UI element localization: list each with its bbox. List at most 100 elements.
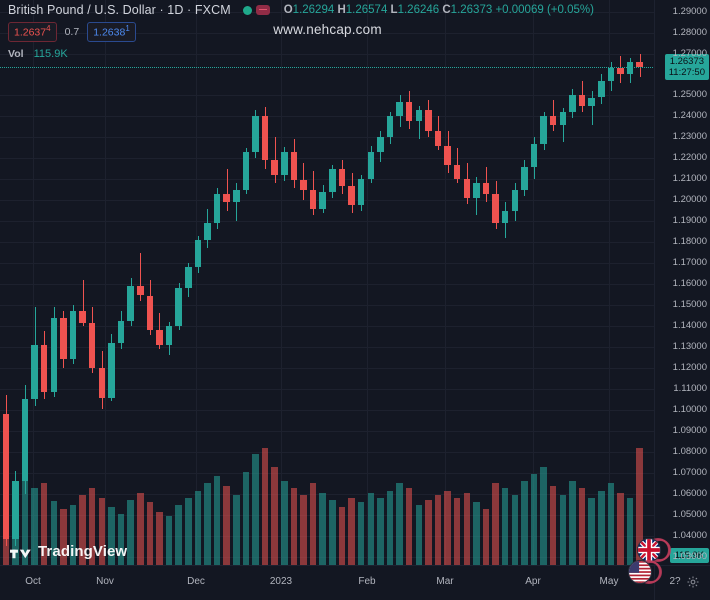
current-price-line xyxy=(0,66,655,68)
grid-line-vertical xyxy=(445,0,446,566)
volume-bar xyxy=(88,488,96,566)
volume-bar xyxy=(444,490,451,566)
grid-line-horizontal xyxy=(0,493,655,495)
gear-icon[interactable] xyxy=(686,575,700,589)
volume-tag: 115.9K xyxy=(669,548,709,563)
volume-bar xyxy=(607,483,615,566)
time-tick-label: May xyxy=(599,576,619,587)
candle-body xyxy=(50,317,57,392)
chart-canvas[interactable] xyxy=(0,0,655,566)
candle-body xyxy=(511,189,518,211)
volume-bar xyxy=(473,502,480,566)
grid-line-vertical xyxy=(367,0,368,566)
candle-body xyxy=(108,342,115,399)
price-tick-label: 1.24000 xyxy=(672,110,707,122)
grid-line-horizontal xyxy=(0,242,655,244)
candle-body xyxy=(185,267,192,289)
volume-bar xyxy=(511,495,518,566)
candle-body xyxy=(425,110,432,132)
candle-body xyxy=(309,189,317,209)
grid-line-vertical xyxy=(105,0,106,566)
volume-bar xyxy=(213,476,221,566)
candle-wick xyxy=(553,99,554,131)
grid-line-vertical xyxy=(196,0,197,566)
candle-body xyxy=(626,61,634,75)
price-tick-label: 1.18000 xyxy=(672,236,707,248)
volume-bar xyxy=(559,495,566,566)
candle-body xyxy=(377,137,384,152)
candle-wick xyxy=(140,252,141,301)
candle-body xyxy=(146,295,154,331)
volume-bar xyxy=(165,516,173,566)
price-tick-label: 1.10000 xyxy=(672,403,707,415)
tradingview-logo[interactable]: TradingView xyxy=(10,543,127,560)
candle-body xyxy=(396,101,403,117)
time-scale[interactable]: Oct Nov Dec 2023 Feb Mar Apr May 2? xyxy=(0,565,710,600)
volume-bar xyxy=(60,509,67,566)
candle-body xyxy=(598,80,605,98)
price-tick-label: 1.06000 xyxy=(672,487,707,499)
candle-body xyxy=(290,152,298,181)
grid-line-horizontal xyxy=(0,200,655,202)
volume-bar xyxy=(156,511,163,566)
volume-bar xyxy=(377,497,384,566)
candle-body xyxy=(12,481,19,539)
time-tick-label: 2023 xyxy=(269,576,293,587)
price-scale[interactable]: 1.26373 11:27:50 115.9K 1.29000 1.28000 1.… xyxy=(654,0,710,566)
candle-body xyxy=(194,240,202,268)
volume-bar xyxy=(108,507,115,566)
grid-line-horizontal xyxy=(0,11,655,13)
volume-bar xyxy=(185,497,192,566)
grid-line-horizontal xyxy=(0,367,655,369)
grid-line-horizontal xyxy=(0,388,655,390)
volume-bar xyxy=(598,490,605,566)
current-price-time: 11:27:50 xyxy=(668,66,705,78)
candle-body xyxy=(367,152,374,180)
grid-line-horizontal xyxy=(0,305,655,306)
price-tick-label: 1.03000 xyxy=(672,550,707,562)
grid-line-horizontal xyxy=(0,263,655,265)
uk-flag-badge[interactable] xyxy=(637,538,671,562)
current-price-tag[interactable]: 1.26373 11:27:50 xyxy=(664,53,709,80)
tradingview-logo-text: TradingView xyxy=(38,543,128,560)
volume-bar xyxy=(329,499,336,566)
candle-body xyxy=(233,189,240,203)
candle-body xyxy=(117,320,125,343)
volume-bar xyxy=(79,495,86,566)
grid-line-horizontal xyxy=(0,346,655,348)
grid-line-vertical xyxy=(609,0,610,566)
volume-bar xyxy=(98,497,105,566)
volume-bar xyxy=(271,466,278,566)
volume-bar xyxy=(319,492,326,566)
candle-wick xyxy=(592,91,593,125)
time-tick-label: Oct xyxy=(25,576,41,587)
price-tick-label: 1.08000 xyxy=(672,445,707,457)
candle-body xyxy=(204,223,211,241)
grid-line-horizontal xyxy=(0,556,655,558)
volume-bar xyxy=(501,488,509,566)
volume-bar xyxy=(386,490,394,566)
volume-bar xyxy=(617,492,624,566)
volume-bar xyxy=(626,497,634,566)
price-tick-label: 1.16000 xyxy=(672,278,707,289)
volume-bar xyxy=(453,497,461,566)
candle-body xyxy=(40,344,48,392)
volume-bar xyxy=(300,495,307,566)
volume-bar xyxy=(252,453,259,566)
candle-body xyxy=(329,168,336,192)
candle-body xyxy=(261,116,269,161)
candle-body xyxy=(281,152,288,176)
us-flag-badge[interactable] xyxy=(628,560,662,584)
candle-body xyxy=(242,152,250,190)
price-tick-label: 1.29000 xyxy=(672,5,707,17)
price-tick-label: 1.07000 xyxy=(672,466,707,478)
candle-wick xyxy=(419,105,420,140)
time-tick-label: Apr xyxy=(525,576,541,587)
grid-line-horizontal xyxy=(0,409,655,411)
chart-plot-area[interactable]: www.nehcap.com xyxy=(0,0,655,566)
candle-body xyxy=(386,116,394,138)
candle-body xyxy=(578,95,586,106)
candle-body xyxy=(79,311,86,323)
candle-wick xyxy=(275,137,276,184)
volume-bar xyxy=(127,499,134,566)
